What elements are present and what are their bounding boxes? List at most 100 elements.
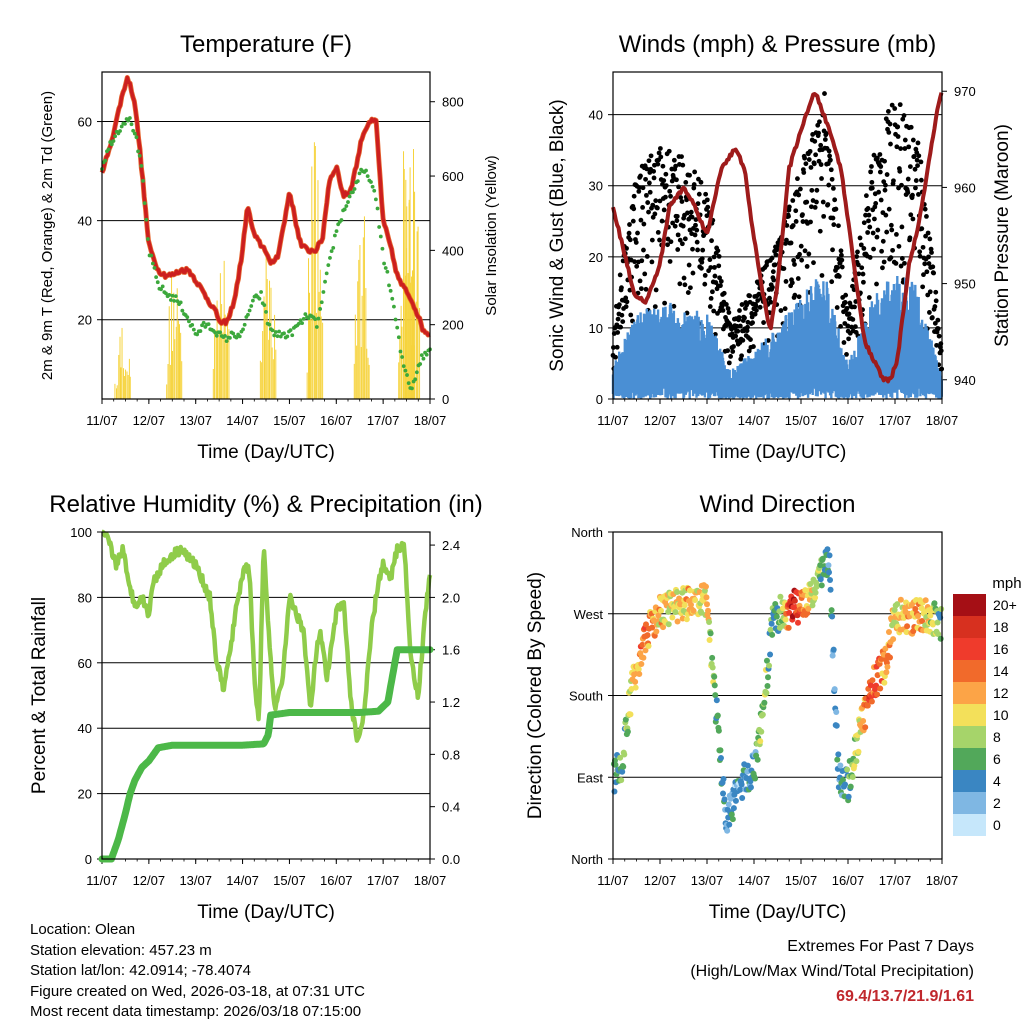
gust-point	[818, 142, 824, 148]
gust-point	[924, 269, 930, 275]
gust-point	[820, 199, 826, 205]
dewpoint-point	[159, 287, 163, 292]
gust-point	[791, 257, 797, 263]
dewpoint-point	[357, 171, 362, 176]
y-tick-label: 40	[78, 214, 92, 229]
wind-direction-point	[904, 623, 911, 630]
dewpoint-point	[313, 317, 318, 322]
y-tick-label: West	[574, 607, 604, 622]
gust-point	[666, 148, 672, 154]
dewpoint-point	[395, 325, 400, 330]
wind-direction-point	[660, 624, 667, 631]
gust-point	[889, 102, 895, 108]
wind-direction-point	[819, 555, 826, 562]
gust-point	[710, 289, 715, 295]
dewpoint-point	[201, 320, 206, 325]
dewpoint-point	[250, 298, 255, 303]
gust-point	[888, 222, 894, 228]
dewpoint-point	[175, 299, 180, 304]
wind-direction-point	[649, 624, 656, 631]
gust-point	[739, 353, 744, 359]
gust-point	[665, 242, 670, 248]
y-right-tick-label: 1.2	[442, 695, 460, 710]
gust-point	[825, 202, 831, 207]
wind-direction-point	[825, 562, 832, 569]
x-tick-label: 17/07	[367, 413, 400, 428]
gust-point	[818, 162, 824, 167]
dewpoint-point	[172, 298, 177, 303]
wind-direction-point	[826, 552, 833, 559]
gust-point	[917, 253, 923, 259]
gust-point	[737, 323, 743, 329]
gust-point	[718, 278, 724, 284]
wind-direction-point	[728, 811, 735, 818]
gust-point	[822, 91, 827, 96]
gust-point	[927, 310, 932, 315]
gust-point	[888, 255, 894, 261]
gust-point	[691, 185, 697, 191]
y-right-tick-label: 970	[954, 84, 976, 99]
wind-direction-point	[725, 801, 732, 808]
gust-point	[912, 166, 918, 172]
gust-point	[829, 176, 835, 182]
gust-point	[686, 262, 692, 268]
gust-point	[900, 116, 906, 122]
wind-direction-point	[884, 663, 891, 670]
gust-point	[689, 214, 695, 220]
plot-frame	[612, 531, 943, 860]
gust-point	[933, 298, 939, 304]
gust-point	[683, 180, 689, 185]
wind-direction-point	[829, 613, 836, 620]
gust-point	[838, 248, 844, 254]
gust-point	[670, 220, 676, 226]
dewpoint-point	[316, 316, 321, 321]
dewpoint-point	[377, 225, 382, 229]
gust-point	[855, 262, 861, 268]
wind-direction-point	[817, 576, 824, 583]
gust-point	[916, 192, 921, 197]
gust-point	[643, 176, 648, 182]
dewpoint-point	[352, 187, 357, 191]
wind-direction-point	[761, 699, 768, 706]
gust-point	[812, 204, 818, 210]
gust-point	[844, 352, 849, 357]
gust-point	[799, 257, 805, 263]
gust-point	[631, 193, 637, 199]
wind-direction-point	[642, 647, 649, 654]
dewpoint-point	[406, 381, 411, 386]
gust-point	[647, 189, 653, 195]
gust-point	[619, 285, 624, 291]
gust-point	[752, 311, 758, 317]
gust-point	[786, 204, 792, 210]
dewpoint-point	[132, 131, 137, 136]
gust-point	[704, 197, 710, 203]
wind-direction-point	[874, 691, 881, 698]
gust-point	[658, 154, 664, 160]
gust-point	[737, 308, 742, 313]
gust-point	[730, 349, 736, 354]
legend-label: 2	[993, 795, 1001, 811]
gust-point	[707, 304, 713, 309]
gust-point	[748, 337, 753, 342]
wind-direction-point	[686, 587, 693, 594]
gust-point	[680, 223, 686, 229]
dewpoint-point	[139, 163, 144, 168]
dewpoint-point	[296, 321, 301, 326]
gust-point	[768, 299, 774, 305]
dewpoint-point	[392, 304, 396, 309]
x-tick-label: 14/07	[226, 413, 259, 428]
gust-point	[899, 256, 905, 261]
dewpoint-point	[355, 179, 360, 184]
gust-point	[698, 179, 704, 185]
gust-point	[650, 202, 656, 208]
gust-point	[702, 281, 708, 287]
gust-point	[655, 229, 661, 235]
y-left-axis-label: Direction (Colored By Speed)	[525, 572, 546, 819]
dewpoint-point	[401, 364, 406, 369]
gust-point	[641, 247, 646, 253]
dewpoint-point	[318, 307, 323, 311]
legend-label: 6	[993, 751, 1001, 767]
gust-point	[677, 281, 683, 287]
dewpoint-point	[257, 296, 262, 301]
gust-point	[934, 342, 939, 348]
